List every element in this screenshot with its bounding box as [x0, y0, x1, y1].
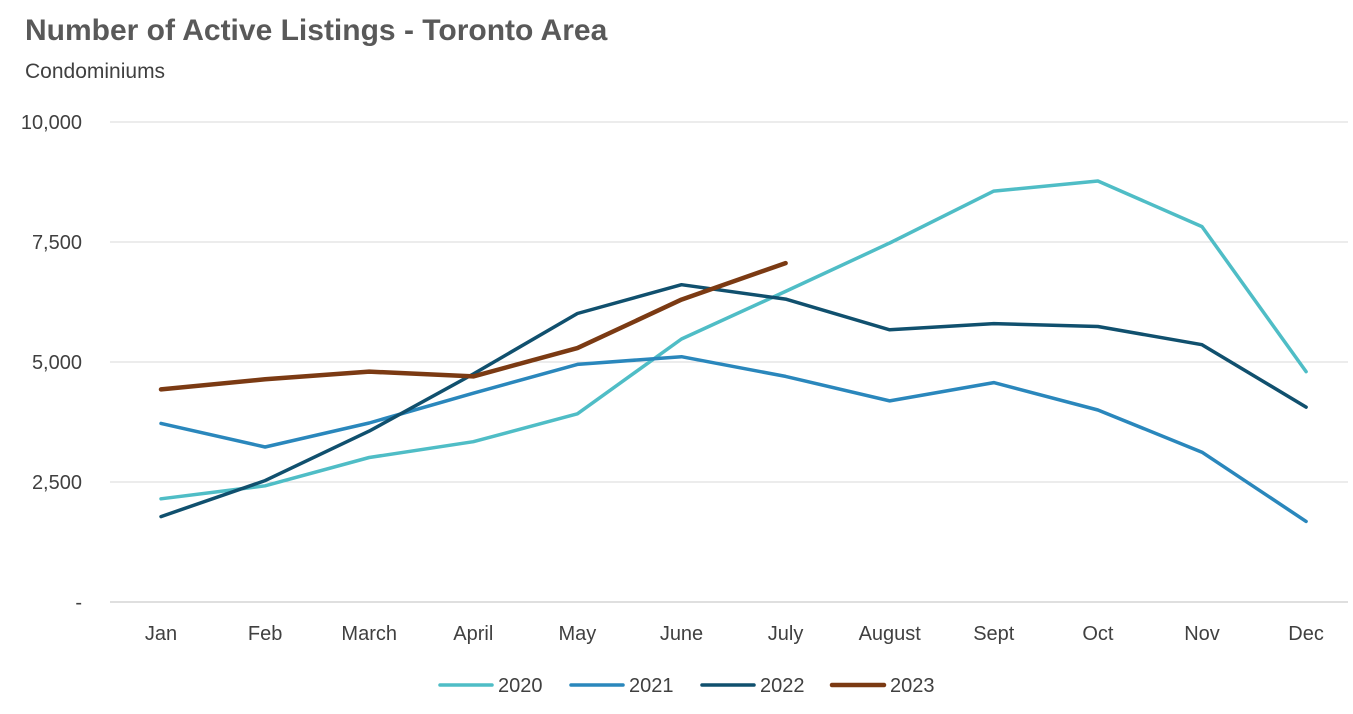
legend-label-2021: 2021	[629, 675, 674, 697]
x-tick-label: Nov	[1184, 623, 1220, 645]
series-line-2022	[159, 282, 1308, 519]
y-tick-label: 7,500	[32, 232, 82, 254]
legend-label-2020: 2020	[498, 675, 543, 697]
y-tick-label: 2,500	[32, 472, 82, 494]
y-tick-label: -	[75, 592, 82, 614]
x-tick-label: Feb	[248, 623, 282, 645]
y-tick-label: 5,000	[32, 352, 82, 374]
gridlines	[110, 121, 1348, 603]
chart-subtitle: Condominiums	[25, 60, 166, 83]
x-tick-label: August	[859, 623, 922, 645]
x-tick-label: May	[559, 623, 597, 645]
x-tick-label: April	[453, 623, 493, 645]
x-tick-label: June	[660, 623, 703, 645]
x-tick-label: March	[341, 623, 397, 645]
x-tick-label: Oct	[1082, 623, 1114, 645]
x-tick-label: Jan	[145, 623, 177, 645]
x-tick-label: Dec	[1288, 623, 1324, 645]
x-tick-label: July	[768, 623, 804, 645]
legend: 2020 2021 2022 2023	[438, 675, 935, 697]
legend-label-2023: 2023	[890, 675, 935, 697]
legend-label-2022: 2022	[760, 675, 805, 697]
chart-title: Number of Active Listings - Toronto Area	[25, 14, 608, 47]
y-tick-label: 10,000	[21, 112, 82, 134]
series-line-2023	[158, 260, 788, 392]
series-line-2021	[159, 354, 1308, 524]
series-lines	[158, 179, 1308, 524]
x-axis-ticks: Jan Feb March April May June July August Sept Oct…	[145, 623, 1324, 645]
series-line-2020	[159, 179, 1308, 501]
x-tick-label: Sept	[973, 623, 1015, 645]
y-axis-ticks: - 2,500 5,000 7,500 10,000	[21, 112, 82, 614]
